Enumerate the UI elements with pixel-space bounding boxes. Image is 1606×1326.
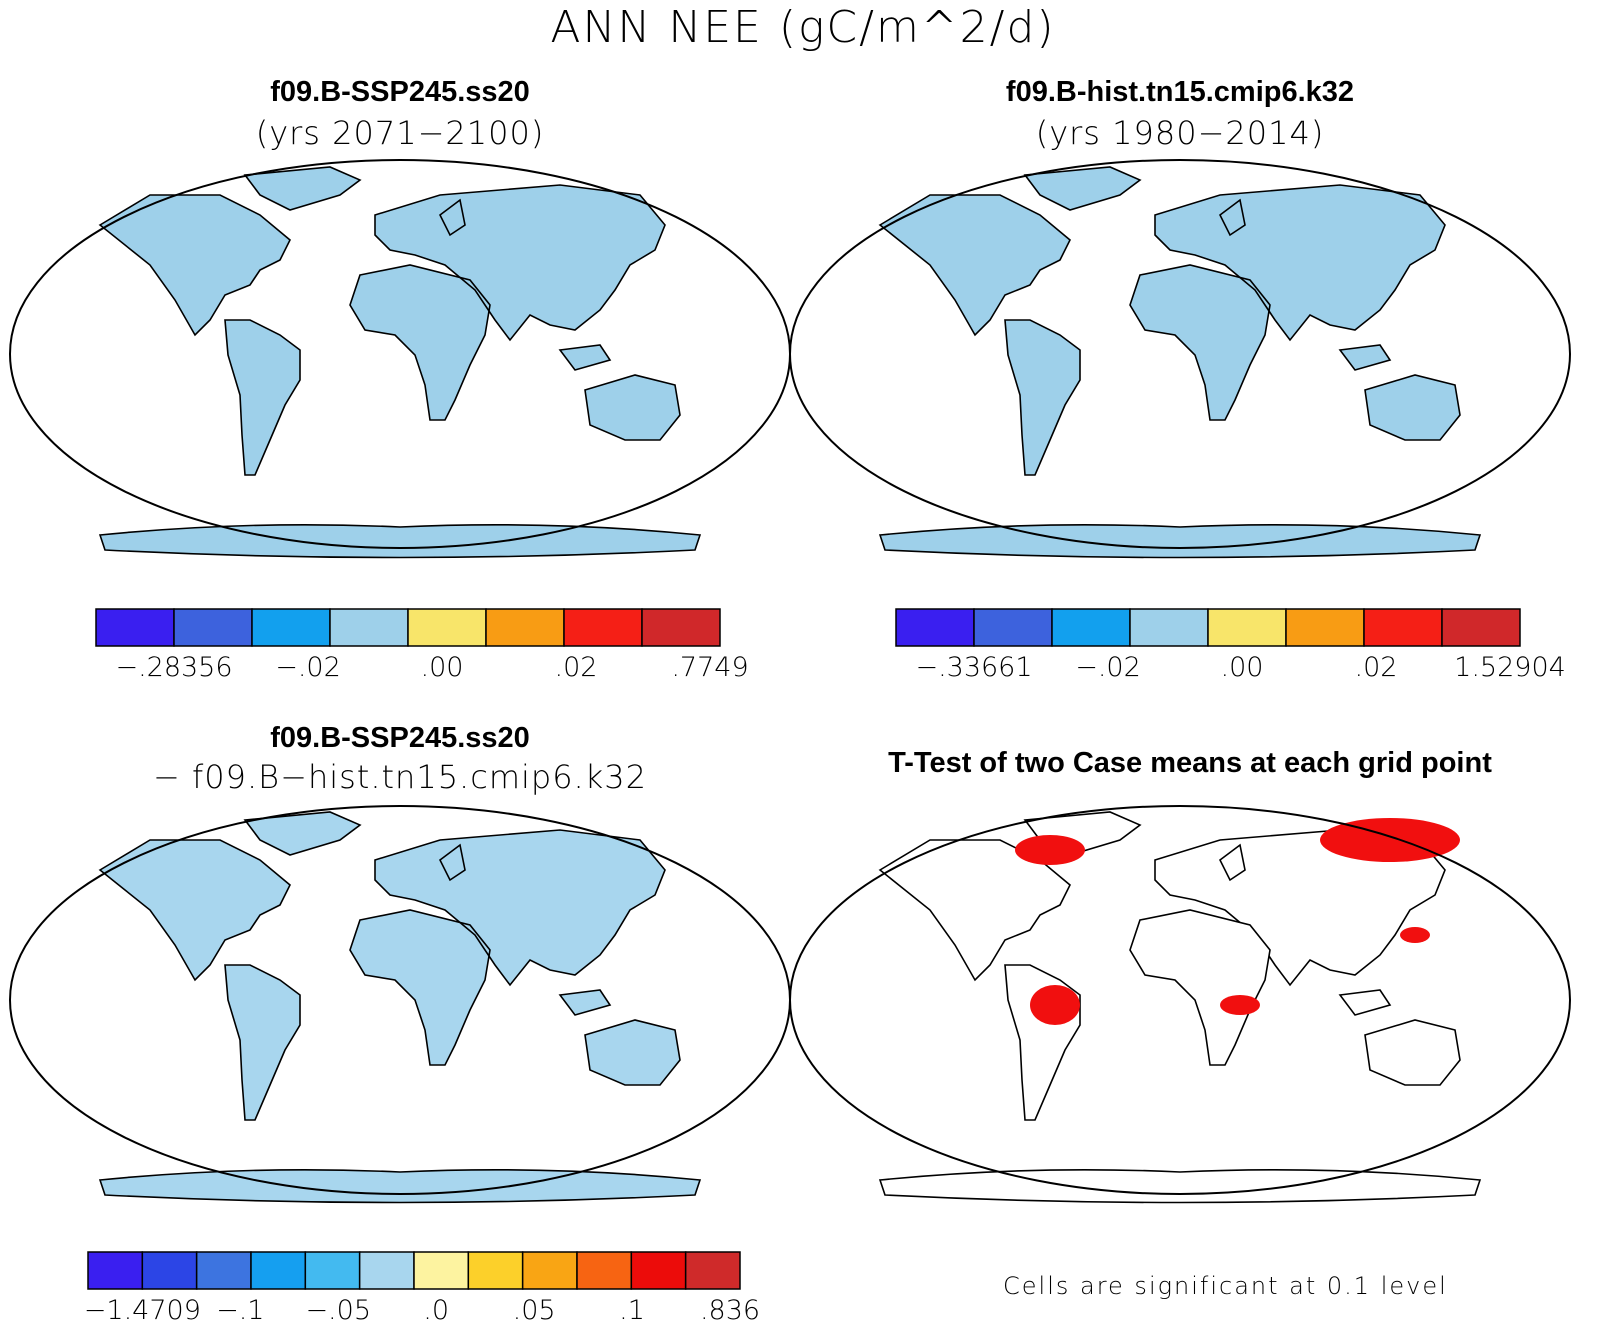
cb3-tick-label: −.1 <box>216 1295 265 1326</box>
cb2-swatch <box>1441 608 1521 647</box>
cb1-tick-label: .02 <box>554 652 598 683</box>
panel-4-africa-significant <box>1220 995 1260 1015</box>
cb1-tick-label: −.28356 <box>115 652 233 683</box>
cb2-swatch <box>1285 608 1365 647</box>
cb1-swatch <box>95 608 175 647</box>
cb1-swatch <box>173 608 253 647</box>
figure-title: ANN NEE (gC/m^2/d) <box>550 2 1056 53</box>
panel-2-subtitle: (yrs 1980−2014) <box>1035 114 1325 152</box>
cb3-swatch <box>358 1251 415 1290</box>
panel-1-title: f09.B-SSP245.ss20 <box>270 76 530 108</box>
cb3-swatch <box>250 1251 307 1290</box>
cb1-swatch <box>563 608 643 647</box>
cb3-swatch <box>684 1251 741 1290</box>
cb3-swatch <box>87 1251 144 1290</box>
panel-2-map-border <box>789 159 1571 549</box>
colorbars <box>87 608 1521 1290</box>
cb1-swatch <box>485 608 565 647</box>
cb2-tick-label: 1.52904 <box>1454 652 1566 683</box>
cb3-swatch <box>630 1251 687 1290</box>
cb2-tick-label: −.33661 <box>915 652 1033 683</box>
panel-4-amazon-significant <box>1030 985 1080 1025</box>
panel-3-subtitle: − f09.B−hist.tn15.cmip6.k32 <box>153 758 647 796</box>
panel-3-title: f09.B-SSP245.ss20 <box>270 722 530 754</box>
panel-4-siberia-significant <box>1320 818 1460 862</box>
cb1-tick-label: .7749 <box>671 652 749 683</box>
panel-1-subtitle: (yrs 2071−2100) <box>255 114 545 152</box>
panel-1-map <box>9 159 791 559</box>
cb3-tick-label: .1 <box>619 1295 645 1326</box>
cb3-swatch <box>413 1251 470 1290</box>
panel-1-land <box>100 167 700 558</box>
cb1-swatch <box>329 608 409 647</box>
panel-3-map <box>9 805 791 1204</box>
panel-2-land <box>880 167 1480 558</box>
panel-2-map <box>789 159 1571 559</box>
panel-4-coastline <box>879 811 1481 1204</box>
cb3-swatch <box>304 1251 361 1290</box>
cb2-swatch <box>1207 608 1287 647</box>
panel-4-asia-significant <box>1400 927 1430 943</box>
cb1-swatch <box>251 608 331 647</box>
cb3-tick-label: .0 <box>423 1295 450 1326</box>
cb2-tick-label: .02 <box>1354 652 1398 683</box>
panel-4-map <box>789 805 1571 1204</box>
cb2-swatch <box>1129 608 1209 647</box>
cb3-swatch <box>467 1251 524 1290</box>
panel-4-map-border <box>789 805 1571 1195</box>
cb3-tick-label: −.05 <box>305 1295 371 1326</box>
panel-3-land <box>100 812 700 1203</box>
ttest-significance-note: Cells are significant at 0.1 level <box>1003 1272 1448 1300</box>
cb3-tick-label: −1.4709 <box>83 1295 201 1326</box>
panel-4-canada-significant <box>1015 835 1085 865</box>
cb3-tick-label: .05 <box>512 1295 556 1326</box>
cb2-swatch <box>1363 608 1443 647</box>
cb2-tick-label: .00 <box>1220 652 1264 683</box>
cb3-tick-label: .836 <box>699 1295 761 1326</box>
panel-2-title: f09.B-hist.tn15.cmip6.k32 <box>1005 76 1355 108</box>
panel-4-title: T-Test of two Case means at each grid po… <box>888 747 1492 779</box>
cb1-swatch <box>641 608 721 647</box>
cb1-tick-label: −.02 <box>275 652 341 683</box>
cb3-swatch <box>141 1251 198 1290</box>
cb3-swatch <box>576 1251 633 1290</box>
cb2-swatch <box>1051 608 1131 647</box>
cb1-tick-label: .00 <box>420 652 464 683</box>
cb1-swatch <box>407 608 487 647</box>
cb2-swatch <box>973 608 1053 647</box>
cb3-swatch <box>195 1251 252 1290</box>
cb2-swatch <box>895 608 975 647</box>
cb2-tick-label: −.02 <box>1075 652 1141 683</box>
cb3-swatch <box>521 1251 578 1290</box>
